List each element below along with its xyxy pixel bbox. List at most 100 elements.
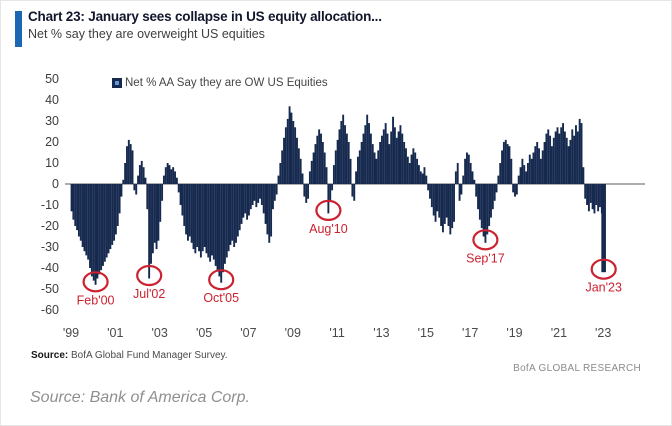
y-axis-labels: 50 40 30 20 10 0 -10 -20 -30 -40 -50 -60	[41, 72, 59, 317]
bar	[105, 184, 108, 258]
bar	[122, 179, 125, 184]
bar	[530, 158, 533, 184]
bar	[490, 184, 492, 218]
bar	[356, 156, 359, 184]
bar	[565, 137, 568, 184]
bar	[525, 171, 528, 184]
bar	[386, 133, 389, 184]
bar	[155, 184, 158, 250]
bar	[384, 123, 387, 184]
bar	[196, 184, 199, 247]
bar	[390, 131, 393, 184]
bar	[443, 184, 446, 224]
bofa-global-research-brand: BofA GLOBAL RESEARCH	[513, 363, 641, 374]
bar	[100, 184, 103, 271]
x-tick-label: '03	[152, 326, 168, 340]
bar	[102, 184, 104, 266]
bar	[290, 112, 293, 184]
y-tick-label: -40	[41, 261, 59, 275]
bar	[146, 184, 149, 210]
bar	[486, 184, 489, 235]
bar	[563, 131, 566, 184]
bar	[109, 184, 112, 250]
bar	[292, 121, 295, 184]
annotation-circle-icon	[136, 264, 163, 287]
bar	[493, 184, 496, 201]
bar	[517, 175, 520, 184]
bar	[336, 139, 339, 184]
bar	[92, 184, 95, 281]
bar	[257, 184, 260, 203]
bar	[560, 127, 563, 184]
bar	[233, 184, 236, 247]
bar	[94, 184, 97, 285]
bar	[393, 127, 396, 184]
bar	[77, 184, 80, 237]
bar	[253, 184, 256, 201]
bar	[414, 152, 417, 184]
bar	[506, 144, 509, 184]
bar	[495, 184, 498, 193]
bar	[340, 121, 343, 184]
bar	[70, 184, 73, 212]
bar	[593, 184, 596, 214]
bar	[325, 167, 328, 184]
x-axis-labels: '99 '01 '03 '05 '07 '09 '11 '13 '15 '17 '19 '21 '23	[63, 326, 612, 340]
bar	[512, 184, 515, 193]
bar	[362, 133, 365, 184]
bar	[502, 142, 505, 184]
bar	[521, 158, 524, 184]
bar	[601, 184, 606, 273]
bar	[582, 167, 585, 184]
bar	[381, 135, 383, 184]
bar	[138, 165, 141, 184]
bar	[150, 184, 152, 264]
bar	[175, 177, 178, 184]
bar	[272, 184, 274, 210]
bar	[368, 123, 370, 184]
bar	[124, 163, 127, 184]
bar	[510, 158, 513, 184]
bar	[281, 150, 284, 184]
annotation-label: Jul'02	[133, 287, 165, 301]
bar	[349, 158, 352, 184]
bar	[578, 118, 581, 184]
y-tick-label: 40	[45, 93, 59, 107]
bar	[296, 137, 298, 184]
source-text: BofA Global Fund Manager Survey.	[68, 350, 228, 361]
bar	[148, 184, 151, 279]
x-tick-label: '05	[196, 326, 212, 340]
annotations-group: Feb'00 Jul'02 Oct'05 Aug'10 Sep'17 Jan'23	[77, 199, 622, 307]
bar	[327, 184, 330, 214]
annotation-label: Jan'23	[585, 281, 621, 295]
bar	[262, 184, 265, 214]
bar	[395, 137, 398, 184]
bar	[523, 165, 526, 184]
bar	[575, 125, 577, 184]
bar	[166, 163, 169, 184]
bar	[451, 184, 454, 229]
bar	[231, 184, 234, 241]
bar	[429, 184, 431, 199]
bar	[305, 184, 308, 203]
bar	[172, 167, 175, 184]
bar	[599, 184, 601, 208]
bar	[456, 163, 459, 184]
bar	[323, 152, 326, 184]
bar	[547, 129, 550, 184]
bar	[375, 158, 378, 184]
bar	[270, 184, 273, 237]
bar	[405, 148, 407, 184]
bar	[586, 184, 589, 205]
bar	[76, 184, 79, 231]
bar	[419, 171, 422, 184]
bar	[142, 167, 145, 184]
bar	[571, 129, 574, 184]
bar	[532, 152, 535, 184]
bar	[320, 133, 322, 184]
bar	[399, 125, 402, 184]
bar	[135, 184, 138, 195]
bar	[192, 184, 195, 250]
bar	[211, 184, 213, 256]
bar	[288, 106, 291, 184]
